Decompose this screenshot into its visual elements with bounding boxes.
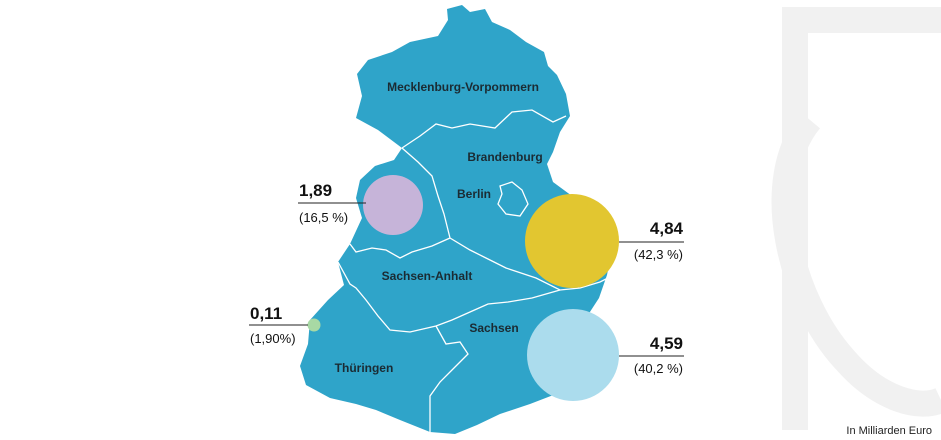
callout-value: 4,59	[650, 334, 683, 353]
callout-share: (1,90%)	[250, 331, 296, 346]
bubble-green	[307, 318, 321, 332]
region-labels: Mecklenburg-Vorpommern Brandenburg Berli…	[335, 80, 543, 375]
label-mecklenburg-vorpommern: Mecklenburg-Vorpommern	[387, 80, 539, 94]
bubble-purple	[363, 175, 423, 235]
bubble-yellow	[525, 194, 619, 288]
callout-yellow: 4,84 (42,3 %)	[619, 219, 684, 262]
bubble-lightblue	[527, 309, 619, 401]
watermark-logo	[771, 7, 941, 430]
label-sachsen-anhalt: Sachsen-Anhalt	[382, 269, 473, 283]
label-berlin: Berlin	[457, 187, 491, 201]
map-outline	[300, 5, 612, 434]
state-borders	[337, 109, 613, 432]
callout-value: 1,89	[299, 181, 332, 200]
label-thueringen: Thüringen	[335, 361, 394, 375]
unit-note: In Milliarden Euro	[846, 425, 932, 437]
callout-green: 0,11 (1,90%)	[249, 304, 308, 346]
callout-purple: 1,89 (16,5 %)	[298, 181, 366, 225]
label-brandenburg: Brandenburg	[467, 150, 542, 164]
label-sachsen: Sachsen	[469, 321, 518, 335]
bubbles	[307, 175, 619, 401]
callout-value: 4,84	[650, 219, 684, 238]
callout-lightblue: 4,59 (40,2 %)	[619, 334, 684, 376]
callout-share: (42,3 %)	[634, 247, 683, 262]
callout-share: (16,5 %)	[299, 210, 348, 225]
callout-share: (40,2 %)	[634, 361, 683, 376]
callout-value: 0,11	[250, 304, 282, 323]
